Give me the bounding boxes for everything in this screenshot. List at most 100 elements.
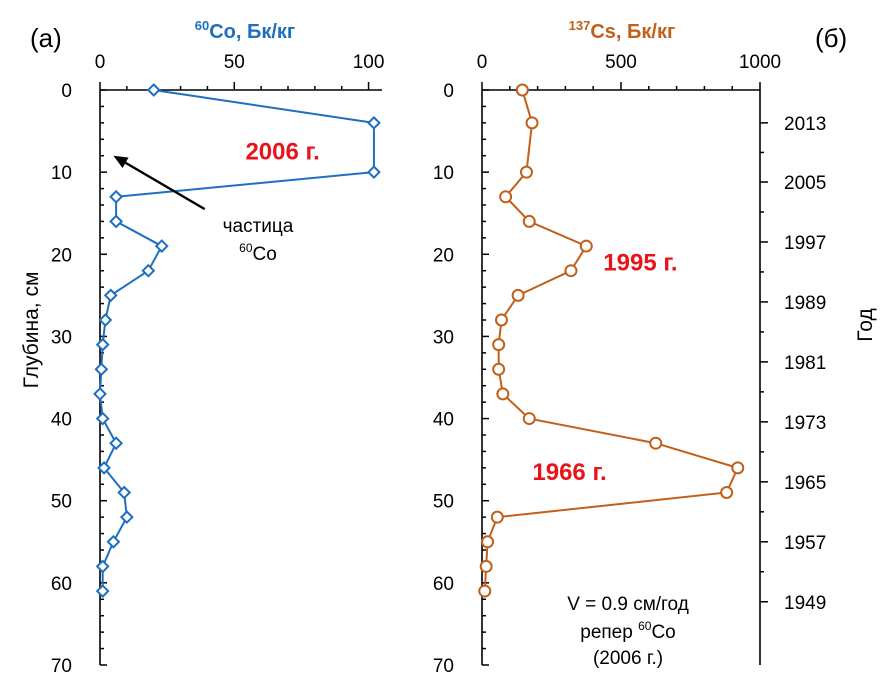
panel-b-title: 137Cs, Бк/кг [569,18,676,43]
panel-b-year-tick-label: 1997 [784,233,826,254]
data-point [117,485,132,500]
data-point [492,362,506,376]
particle-label-line2: 60Co [239,241,277,265]
panel-a-y-tick-label: 30 [51,327,72,348]
data-point [649,436,663,450]
data-point [95,584,110,598]
particle-arrow [113,155,206,211]
panel-a-y-tick-label: 50 [51,492,72,513]
data-point [731,461,745,475]
data-point [490,510,504,524]
panel-a-y-tick-label: 60 [51,574,72,595]
data-point [106,534,121,549]
panel-a-y-tick-label: 70 [51,656,72,677]
panel-b-y-tick-label: 50 [433,492,454,513]
data-point [154,239,169,253]
panel-b-year-axis-title: Год [854,308,877,341]
panel-a-title-mass: 60 [195,18,209,33]
data-point [95,337,110,352]
arrow-head [113,155,129,168]
panel-a-x-tick-label: 100 [353,52,385,73]
data-point [579,239,593,253]
panel-b-year-tick-label: 1957 [784,533,826,554]
panel-b-year-tick-label: 1981 [784,353,826,374]
panel-a-title: 60Co, Бк/кг [195,18,296,43]
data-point [481,535,495,549]
panel-b-y-tick-label: 60 [433,574,454,595]
rate-note-prefix: репер [580,622,638,643]
data-point [94,362,109,377]
arrow-shaft [124,161,206,211]
panel-a-y-tick-label: 20 [51,245,72,266]
panel-b-series-line [483,89,740,592]
panel-b-y-tick-label: 40 [433,410,454,431]
panel-b-x-tick-label: 1000 [739,52,781,73]
panel-a-x-tick-label: 50 [224,52,245,73]
panel-b-title-text: Cs, Бк/кг [590,21,675,43]
rate-note-suffix: Co [651,622,675,643]
panel-a-series [93,83,381,598]
panel-b-year-tick-label: 1989 [784,293,826,314]
panel-b-x-tick-label: 0 [477,52,488,73]
panel-b-y-tick-label: 10 [433,163,454,184]
data-point [494,313,508,327]
data-point [525,116,539,130]
year-marker-1995: 1995 г. [603,250,677,277]
panel-b-year-tick-label: 1949 [784,593,826,614]
panel-a-label: (а) [30,23,62,53]
particle-label-line1: частица [223,216,294,237]
rate-note-line3: (2006 г.) [593,648,663,669]
rate-note-line1: V = 0.9 см/год [567,594,689,615]
data-point [564,264,578,278]
data-point [119,510,134,525]
panel-a-series-line [98,89,375,592]
panel-b-label: (б) [815,23,847,53]
rate-note-mass: 60 [638,619,652,633]
panel-b-y-tick-label: 0 [443,81,454,102]
particle-label-text: Co [253,244,277,265]
panel-b-year-tick-label: 1973 [784,413,826,434]
panel-b-title-mass: 137 [569,18,591,33]
panel-b-y-tick-label: 70 [433,656,454,677]
data-point [479,559,493,573]
panel-a-y-tick-label: 40 [51,410,72,431]
rate-note-line2: репер 60Co [580,619,676,643]
panel-b-year-tick-label: 2013 [784,114,826,135]
year-marker-1966: 1966 г. [532,459,606,486]
data-point [146,83,161,97]
data-point [109,189,124,204]
data-point [109,436,124,451]
panel-b-y-tick-label: 30 [433,327,454,348]
panel-b-year-tick-label: 1965 [784,473,826,494]
panel-b-y-tick-label: 20 [433,245,454,266]
panel-a-co60: (а) 60Co, Бк/кг Глубина, см 010203040506… [20,18,384,677]
panel-a-x-tick-label: 0 [95,52,106,73]
data-point [478,584,492,598]
panel-b-x-tick-label: 500 [605,52,637,73]
data-point [522,412,536,426]
data-point [515,83,529,97]
data-point [109,214,124,229]
panel-a-y-tick-label: 0 [61,81,72,102]
panel-b-series [478,83,745,598]
data-point [519,165,533,179]
data-point [511,288,525,302]
data-point [93,387,107,401]
data-point [720,486,734,499]
data-point [95,559,110,574]
data-point [499,190,513,204]
panel-b-year-tick-label: 2005 [784,173,826,194]
panel-a-y-tick-label: 10 [51,163,72,184]
data-point [522,214,536,228]
panel-a-title-text: Co, Бк/кг [209,21,295,43]
particle-label-mass: 60 [239,241,253,255]
data-point [367,115,381,130]
data-point [492,338,506,352]
data-point [367,165,381,180]
data-point [496,387,510,401]
data-point [98,313,113,327]
panel-b-cs137: (б) 137Cs, Бк/кг Год 0 10 20 30 40 50 60 70 0 500… [433,18,877,677]
data-point [103,288,118,303]
year-marker-2006: 2006 г. [245,139,319,166]
